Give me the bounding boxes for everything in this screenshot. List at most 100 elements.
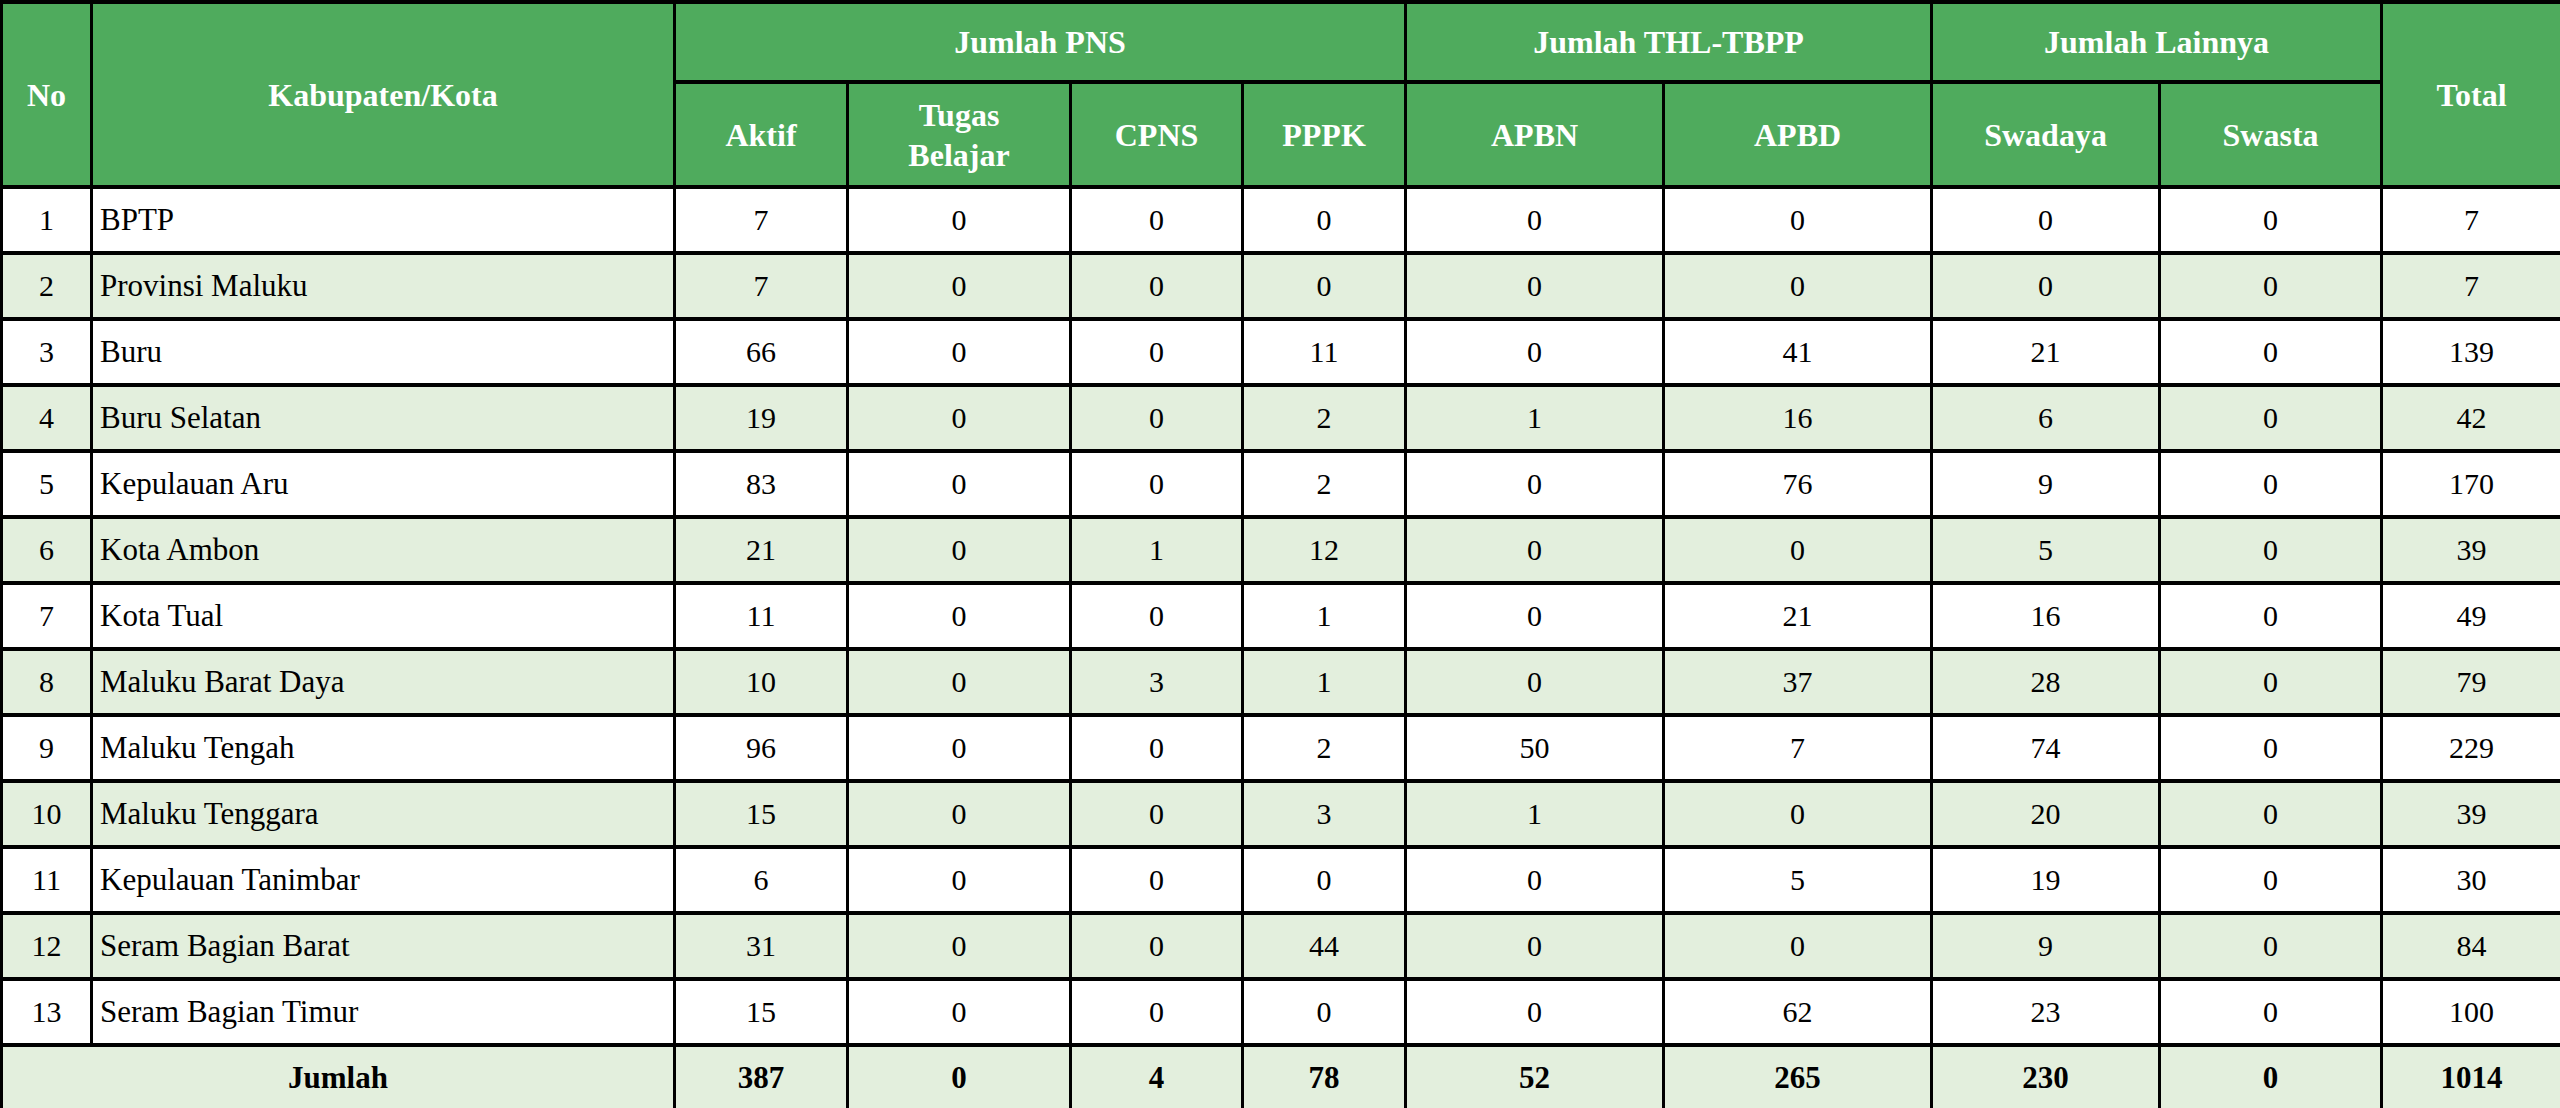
staff-count-table: No Kabupaten/Kota Jumlah PNS Jumlah THL-… [0, 0, 2560, 1108]
footer-value-cell: 4 [1071, 1045, 1243, 1108]
row-number: 12 [2, 913, 92, 979]
column-header-aktif: Aktif [675, 82, 848, 187]
value-cell: 0 [1071, 583, 1243, 649]
value-cell: 2 [1243, 451, 1406, 517]
value-cell: 0 [848, 913, 1071, 979]
value-cell: 10 [675, 649, 848, 715]
row-total: 49 [2382, 583, 2560, 649]
table-row: 12Seram Bagian Barat310044009084 [2, 913, 2560, 979]
value-cell: 0 [848, 319, 1071, 385]
region-name: Maluku Tengah [92, 715, 675, 781]
table-row: 4Buru Selatan190021166042 [2, 385, 2560, 451]
footer-value-cell: 78 [1243, 1045, 1406, 1108]
region-name: Provinsi Maluku [92, 253, 675, 319]
region-name: Maluku Barat Daya [92, 649, 675, 715]
row-number: 9 [2, 715, 92, 781]
value-cell: 0 [848, 649, 1071, 715]
value-cell: 16 [1664, 385, 1932, 451]
value-cell: 0 [2160, 913, 2382, 979]
value-cell: 0 [1932, 187, 2160, 253]
row-number: 3 [2, 319, 92, 385]
row-total: 84 [2382, 913, 2560, 979]
table-row: 1BPTP700000007 [2, 187, 2560, 253]
value-cell: 1 [1243, 583, 1406, 649]
value-cell: 9 [1932, 451, 2160, 517]
value-cell: 0 [1406, 913, 1664, 979]
row-total: 100 [2382, 979, 2560, 1045]
value-cell: 0 [2160, 649, 2382, 715]
column-header-region: Kabupaten/Kota [92, 2, 675, 187]
table-row: 8Maluku Barat Daya1003103728079 [2, 649, 2560, 715]
value-cell: 31 [675, 913, 848, 979]
value-cell: 6 [675, 847, 848, 913]
value-cell: 0 [1406, 319, 1664, 385]
region-name: Kota Tual [92, 583, 675, 649]
row-total: 170 [2382, 451, 2560, 517]
value-cell: 11 [675, 583, 848, 649]
footer-value-cell: 265 [1664, 1045, 1932, 1108]
value-cell: 0 [2160, 979, 2382, 1045]
table-row: 13Seram Bagian Timur15000062230100 [2, 979, 2560, 1045]
region-name: Kota Ambon [92, 517, 675, 583]
grand-total: 1014 [2382, 1045, 2560, 1108]
value-cell: 0 [1243, 253, 1406, 319]
table-row: 3Buru660011041210139 [2, 319, 2560, 385]
column-header-tugas-belajar: Tugas Belajar [848, 82, 1071, 187]
value-cell: 0 [2160, 451, 2382, 517]
value-cell: 23 [1932, 979, 2160, 1045]
group-header-jumlah-thl-tbpp: Jumlah THL-TBPP [1406, 2, 1932, 82]
value-cell: 0 [848, 847, 1071, 913]
row-number: 5 [2, 451, 92, 517]
value-cell: 1 [1071, 517, 1243, 583]
value-cell: 6 [1932, 385, 2160, 451]
value-cell: 0 [1243, 187, 1406, 253]
value-cell: 11 [1243, 319, 1406, 385]
value-cell: 12 [1243, 517, 1406, 583]
value-cell: 21 [675, 517, 848, 583]
value-cell: 0 [1071, 715, 1243, 781]
footer-label: Jumlah [2, 1045, 675, 1108]
value-cell: 16 [1932, 583, 2160, 649]
value-cell: 20 [1932, 781, 2160, 847]
value-cell: 7 [675, 187, 848, 253]
region-name: Seram Bagian Timur [92, 979, 675, 1045]
table-header: No Kabupaten/Kota Jumlah PNS Jumlah THL-… [2, 2, 2560, 187]
value-cell: 15 [675, 781, 848, 847]
row-total: 42 [2382, 385, 2560, 451]
value-cell: 7 [675, 253, 848, 319]
row-number: 10 [2, 781, 92, 847]
row-total: 79 [2382, 649, 2560, 715]
value-cell: 0 [1664, 253, 1932, 319]
value-cell: 0 [848, 781, 1071, 847]
value-cell: 0 [1406, 583, 1664, 649]
footer-value-cell: 0 [2160, 1045, 2382, 1108]
value-cell: 0 [1406, 517, 1664, 583]
value-cell: 0 [848, 187, 1071, 253]
row-total: 139 [2382, 319, 2560, 385]
group-header-jumlah-lainnya: Jumlah Lainnya [1932, 2, 2382, 82]
value-cell: 0 [2160, 385, 2382, 451]
row-total: 39 [2382, 781, 2560, 847]
value-cell: 0 [1071, 913, 1243, 979]
column-header-swadaya: Swadaya [1932, 82, 2160, 187]
row-number: 7 [2, 583, 92, 649]
value-cell: 0 [1071, 847, 1243, 913]
value-cell: 0 [2160, 187, 2382, 253]
table-row: 10Maluku Tenggara150031020039 [2, 781, 2560, 847]
value-cell: 0 [2160, 781, 2382, 847]
value-cell: 0 [848, 979, 1071, 1045]
region-name: Seram Bagian Barat [92, 913, 675, 979]
value-cell: 1 [1243, 649, 1406, 715]
table-row: 5Kepulauan Aru8300207690170 [2, 451, 2560, 517]
value-cell: 0 [1071, 253, 1243, 319]
value-cell: 1 [1406, 781, 1664, 847]
value-cell: 74 [1932, 715, 2160, 781]
value-cell: 0 [1071, 385, 1243, 451]
footer-value-cell: 387 [675, 1045, 848, 1108]
region-name: Buru Selatan [92, 385, 675, 451]
value-cell: 0 [1071, 187, 1243, 253]
value-cell: 1 [1406, 385, 1664, 451]
value-cell: 0 [2160, 847, 2382, 913]
row-number: 11 [2, 847, 92, 913]
footer-row: Jumlah38704785226523001014 [2, 1045, 2560, 1108]
